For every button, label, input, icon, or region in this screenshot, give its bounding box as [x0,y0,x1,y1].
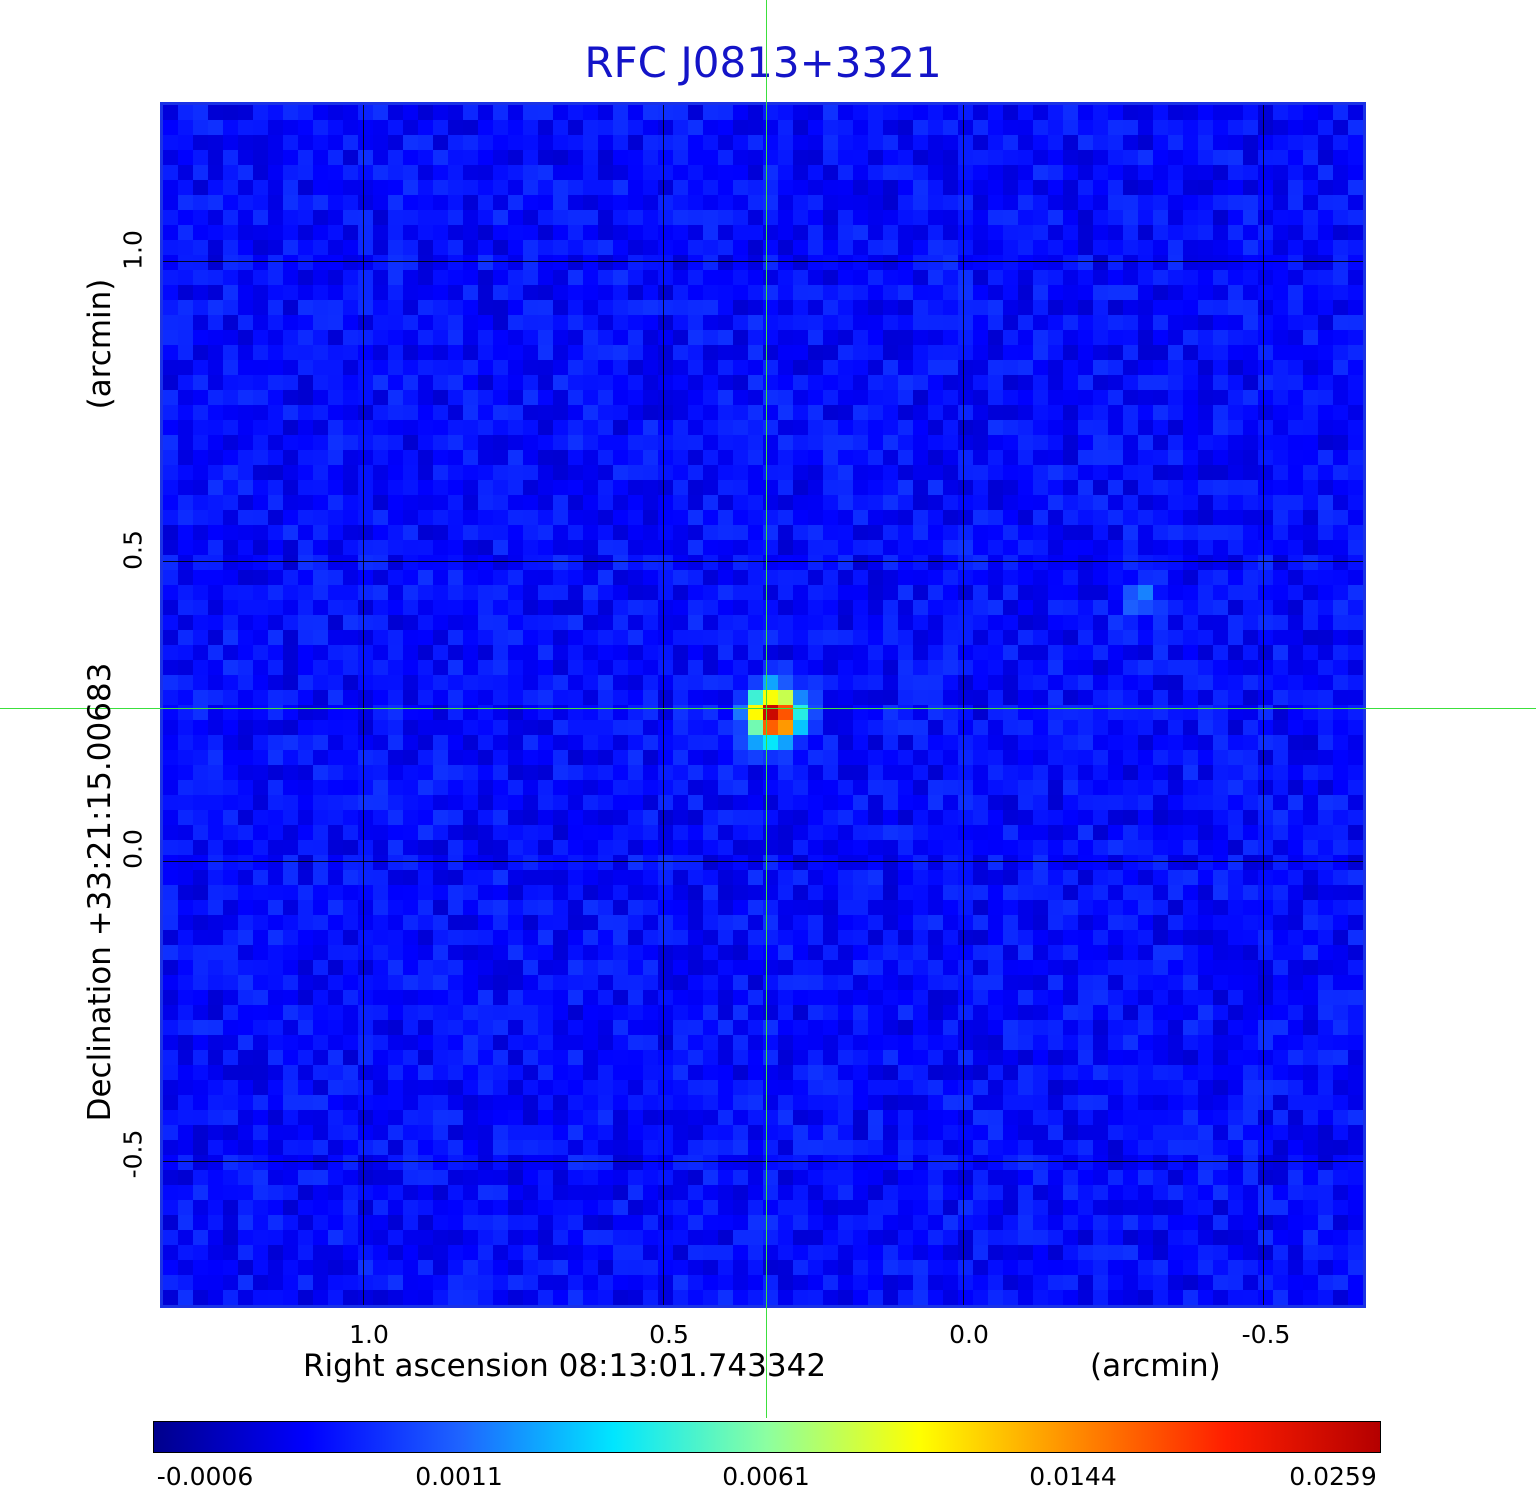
grid-line-dec-1.0 [163,261,1363,262]
colorbar-tick-label: 0.0259 [1289,1462,1377,1491]
image-title: RFC J0813+3321 [584,38,942,87]
grid-line-dec-0.5 [163,561,1363,562]
x-axis-label: Right ascension 08:13:01.743342 [303,1348,827,1384]
crosshair-vertical [766,0,767,1418]
colorbar-tick-label: 0.0011 [415,1462,503,1491]
x-tick-label: -0.5 [1241,1320,1291,1349]
grid-line-ra-minus-0.5 [1263,105,1264,1305]
grid-line-dec-0.0 [163,861,1363,862]
y-tick-label: 0.5 [118,530,148,570]
y-tick-label: -0.5 [118,1129,148,1179]
crosshair-horizontal [0,708,1536,709]
x-tick-label: 0.5 [649,1320,689,1349]
radio-intensity-map[interactable] [163,105,1363,1305]
grid-line-dec-minus-0.5 [163,1161,1363,1162]
x-axis-unit: (arcmin) [1090,1348,1221,1384]
colorbar-tick-label: 0.0061 [722,1462,810,1491]
y-tick-label: 1.0 [118,230,148,270]
colorbar-tick-label: 0.0144 [1029,1462,1117,1491]
y-axis-unit: (arcmin) [82,278,118,410]
x-tick-label: 0.0 [949,1320,989,1349]
y-axis-label: Declination +33:21:15.00683 [82,662,118,1122]
grid-line-ra-1.0 [363,105,364,1305]
y-tick-label: 0.0 [118,829,148,869]
grid-line-ra-0.5 [663,105,664,1305]
colorbar-tick-label: -0.0006 [156,1462,254,1491]
sky-image-panel[interactable] [160,102,1366,1308]
grid-line-ra-0.0 [963,105,964,1305]
x-tick-label: 1.0 [349,1320,389,1349]
colorbar [153,1421,1381,1453]
